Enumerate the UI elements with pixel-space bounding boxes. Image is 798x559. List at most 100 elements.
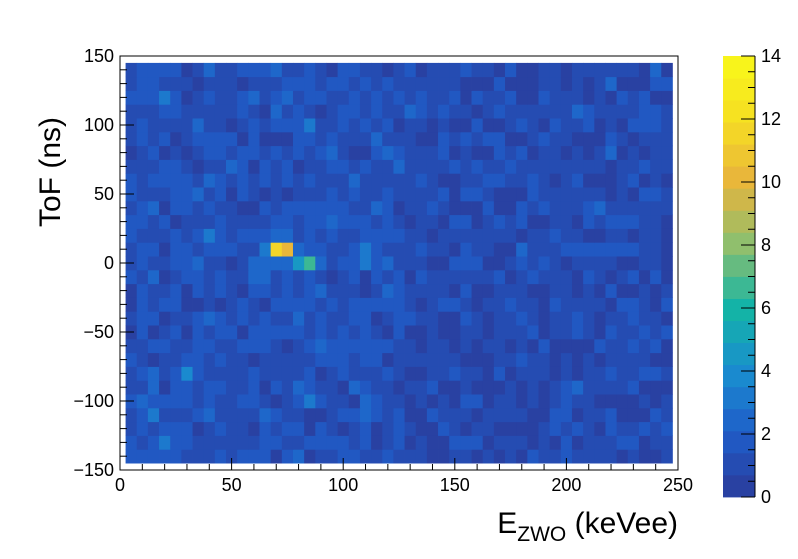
heatmap-cell xyxy=(549,421,562,436)
heatmap-cell xyxy=(549,352,562,367)
heatmap-cell xyxy=(270,421,283,436)
heatmap-cell xyxy=(237,366,249,381)
heatmap-cell xyxy=(159,283,171,298)
heatmap-cell xyxy=(627,421,640,436)
heatmap-cell xyxy=(270,325,283,340)
heatmap-cell xyxy=(181,311,193,326)
heatmap-cell xyxy=(449,421,461,436)
heatmap-cell xyxy=(627,200,640,216)
heatmap-cell xyxy=(627,145,640,160)
heatmap-cell xyxy=(259,76,272,91)
heatmap-cell xyxy=(147,104,160,119)
heatmap-cell xyxy=(326,159,339,174)
heatmap-cell xyxy=(571,159,584,174)
heatmap-cell xyxy=(237,435,249,450)
color-scale-band xyxy=(723,276,755,299)
heatmap-cell xyxy=(147,76,160,91)
heatmap-cell xyxy=(471,421,484,436)
heatmap-cell xyxy=(147,200,160,216)
heatmap-cell xyxy=(147,435,160,450)
heatmap-cell xyxy=(661,242,673,257)
heatmap-cell xyxy=(605,325,618,340)
heatmap-cell xyxy=(237,228,249,243)
heatmap-cell xyxy=(136,421,149,436)
heatmap-cell xyxy=(571,173,584,188)
heatmap-cell xyxy=(449,118,461,133)
heatmap-cell xyxy=(527,228,539,243)
heatmap-cell xyxy=(337,380,350,395)
heatmap-cell xyxy=(438,90,450,105)
heatmap-cell xyxy=(159,352,171,367)
heatmap-cell xyxy=(638,131,651,147)
heatmap-cell xyxy=(650,131,662,147)
heatmap-cell xyxy=(516,407,528,423)
heatmap-cell xyxy=(159,228,171,243)
heatmap-cell xyxy=(449,228,461,243)
heatmap-cell xyxy=(404,62,417,78)
heatmap-cell xyxy=(203,421,216,436)
heatmap-cell xyxy=(337,200,350,216)
heatmap-cell xyxy=(571,366,584,381)
heatmap-cell xyxy=(449,214,461,229)
heatmap-cell xyxy=(527,435,539,450)
heatmap-cell xyxy=(226,62,238,78)
y-tick-label: −100 xyxy=(73,391,114,411)
heatmap-cell xyxy=(471,200,484,216)
heatmap-cell xyxy=(371,131,383,147)
heatmap-cell xyxy=(192,90,205,105)
heatmap-cell xyxy=(382,394,394,409)
heatmap-cell xyxy=(203,449,216,464)
heatmap-cell xyxy=(337,159,350,174)
heatmap-cell xyxy=(304,104,316,119)
heatmap-cell xyxy=(326,242,339,257)
heatmap-cell xyxy=(203,118,216,133)
heatmap-cell xyxy=(482,145,495,160)
heatmap-cell xyxy=(125,421,138,436)
heatmap-cell xyxy=(203,407,216,423)
heatmap-cell xyxy=(136,173,149,188)
heatmap-cell xyxy=(181,159,193,174)
heatmap-cell xyxy=(661,338,673,354)
heatmap-cell xyxy=(248,352,260,367)
heatmap-cell xyxy=(237,352,249,367)
heatmap-cell xyxy=(359,214,372,229)
heatmap-cell xyxy=(482,76,495,91)
heatmap-cell xyxy=(404,256,417,271)
heatmap-cell xyxy=(136,118,149,133)
heatmap-cell xyxy=(426,407,439,423)
heatmap-cell xyxy=(449,90,461,105)
heatmap-cell xyxy=(549,118,562,133)
heatmap-cell xyxy=(159,366,171,381)
heatmap-cell xyxy=(438,311,450,326)
heatmap-cell xyxy=(650,449,662,464)
heatmap-cell xyxy=(304,297,316,312)
heatmap-cell xyxy=(505,118,517,133)
heatmap-cell xyxy=(136,435,149,450)
heatmap-cell xyxy=(348,90,361,105)
heatmap-cell xyxy=(661,421,673,436)
heatmap-cell xyxy=(237,311,249,326)
color-scale-tick-label: 0 xyxy=(761,487,771,507)
heatmap-cell xyxy=(270,62,283,78)
heatmap-cell xyxy=(226,104,238,119)
heatmap-cell xyxy=(505,352,517,367)
heatmap-cell xyxy=(393,104,405,119)
heatmap-cell xyxy=(650,145,662,160)
heatmap-cell xyxy=(482,214,495,229)
heatmap-cell xyxy=(505,214,517,229)
heatmap-cell xyxy=(315,380,327,395)
heatmap-cell xyxy=(192,421,205,436)
heatmap-cell xyxy=(415,338,428,354)
heatmap-cell xyxy=(404,173,417,188)
heatmap-cell xyxy=(516,145,528,160)
heatmap-cell xyxy=(270,104,283,119)
heatmap-cell xyxy=(337,76,350,91)
heatmap-cell xyxy=(505,256,517,271)
heatmap-cell xyxy=(237,394,249,409)
heatmap-cell xyxy=(192,449,205,464)
heatmap-cell xyxy=(594,118,606,133)
heatmap-cell xyxy=(359,76,372,91)
heatmap-cell xyxy=(426,421,439,436)
heatmap-cell xyxy=(159,435,171,450)
color-scale-axis: 0 2 4 6 8 10 12 14 xyxy=(741,46,781,507)
